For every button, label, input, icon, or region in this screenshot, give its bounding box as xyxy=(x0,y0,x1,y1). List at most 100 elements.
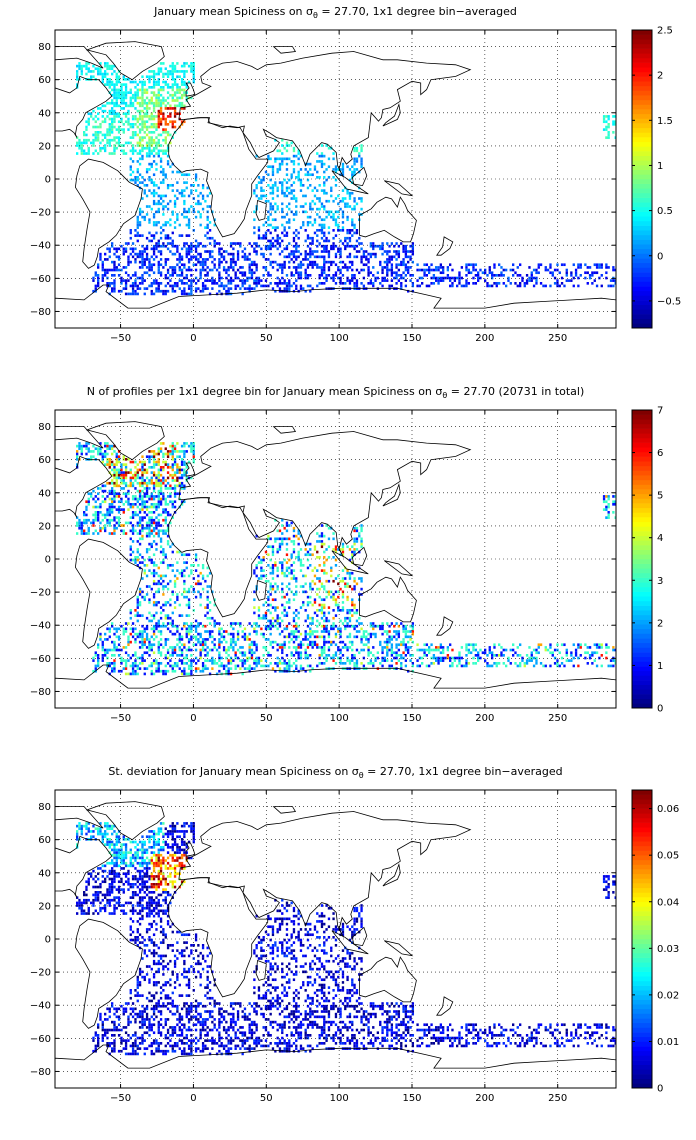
data-cell xyxy=(299,585,303,588)
data-cell xyxy=(271,585,275,588)
data-cell xyxy=(418,268,422,272)
data-cell xyxy=(257,229,261,232)
data-cell xyxy=(243,279,247,282)
data-cell xyxy=(218,627,221,631)
data-cell xyxy=(122,250,125,253)
data-cell xyxy=(155,136,158,139)
data-cell xyxy=(262,255,265,259)
data-cell xyxy=(111,468,114,472)
data-cell xyxy=(276,268,279,272)
data-cell xyxy=(124,101,128,105)
data-cell xyxy=(320,616,324,620)
data-cell xyxy=(512,274,515,277)
data-cell xyxy=(204,643,207,647)
data-cell xyxy=(136,611,139,615)
data-cell xyxy=(248,276,251,280)
data-cell xyxy=(117,476,121,480)
data-cell xyxy=(187,207,191,211)
data-cell xyxy=(108,458,111,461)
data-cell xyxy=(117,115,121,118)
data-cell xyxy=(180,64,184,68)
data-cell xyxy=(157,99,160,102)
data-cell xyxy=(299,260,303,264)
data-cell xyxy=(155,624,158,628)
data-cell xyxy=(138,250,142,253)
data-cell xyxy=(588,276,592,280)
data-cell xyxy=(104,489,107,493)
data-cell xyxy=(145,141,149,145)
data-cell xyxy=(229,242,233,245)
data-cell xyxy=(355,630,359,633)
data-cell xyxy=(348,205,352,208)
data-cell xyxy=(467,282,471,285)
data-cell xyxy=(148,266,151,269)
data-cell xyxy=(325,619,328,623)
data-cell xyxy=(141,86,144,89)
data-cell xyxy=(222,635,226,639)
data-cell xyxy=(138,149,142,153)
data-cell xyxy=(243,632,247,636)
data-cell xyxy=(274,598,277,602)
data-cell xyxy=(171,88,174,92)
data-cell xyxy=(318,266,321,269)
data-cell xyxy=(148,218,151,222)
data-cell xyxy=(164,80,167,84)
data-cell xyxy=(290,569,293,572)
data-cell xyxy=(138,162,142,166)
data-cell xyxy=(171,505,174,509)
data-cell xyxy=(232,627,235,631)
data-cell xyxy=(309,640,312,644)
data-cell xyxy=(145,646,149,649)
data-cell xyxy=(311,640,314,644)
data-cell xyxy=(297,616,300,620)
data-cell xyxy=(85,521,88,525)
data-cell xyxy=(152,234,156,237)
data-cell xyxy=(171,487,174,490)
data-cell xyxy=(337,210,340,214)
data-cell xyxy=(285,529,289,533)
data-cell xyxy=(358,154,361,158)
data-cell xyxy=(281,157,284,161)
data-cell xyxy=(176,62,179,65)
data-cell xyxy=(164,99,167,102)
data-cell xyxy=(173,460,177,464)
data-cell xyxy=(218,242,221,245)
data-cell xyxy=(169,72,172,76)
data-cell xyxy=(374,252,377,256)
data-cell xyxy=(402,627,405,631)
data-cell xyxy=(311,252,314,256)
data-cell xyxy=(477,274,480,277)
data-cell xyxy=(159,503,163,506)
data-cell xyxy=(171,593,174,596)
data-cell xyxy=(129,125,132,129)
data-cell xyxy=(164,104,167,108)
data-cell xyxy=(115,80,118,84)
data-cell xyxy=(197,574,200,578)
data-cell xyxy=(206,205,209,208)
data-cell xyxy=(113,263,116,267)
data-cell xyxy=(127,638,130,641)
data-cell xyxy=(117,643,121,647)
data-cell xyxy=(274,260,277,264)
data-cell xyxy=(155,503,158,506)
data-cell xyxy=(152,471,156,474)
data-cell xyxy=(285,566,289,570)
data-cell xyxy=(190,287,193,290)
data-cell xyxy=(344,205,347,208)
data-cell xyxy=(104,271,107,275)
data-cell xyxy=(111,463,114,466)
data-cell xyxy=(124,88,128,92)
data-cell xyxy=(117,518,121,522)
data-cell xyxy=(178,640,181,644)
x-tick-label: −50 xyxy=(110,333,131,344)
colorbar-swatch xyxy=(632,165,652,170)
data-cell xyxy=(285,144,289,147)
data-cell xyxy=(281,595,284,599)
data-cell xyxy=(607,125,610,129)
data-cell xyxy=(574,268,578,272)
data-cell xyxy=(152,72,156,76)
data-cell xyxy=(80,152,83,155)
data-cell xyxy=(194,176,198,179)
data-cell xyxy=(190,62,193,65)
data-cell xyxy=(348,168,352,171)
